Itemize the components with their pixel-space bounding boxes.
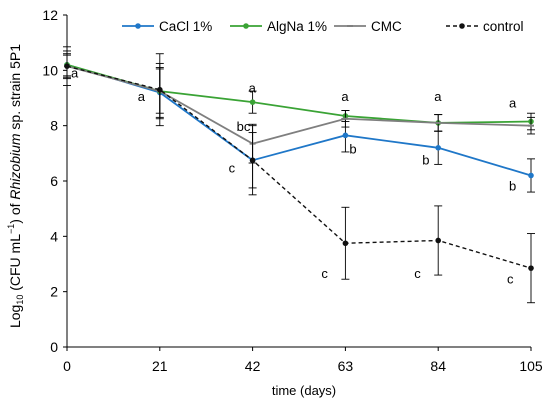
series-algna-1-	[63, 53, 535, 132]
legend-label: control	[483, 19, 524, 34]
y-axis-title-mid-sup: −1	[6, 224, 16, 234]
data-point	[435, 237, 442, 244]
significance-label: a	[341, 89, 349, 104]
series-line	[66, 63, 532, 177]
legend-entry: control	[446, 19, 524, 34]
legend-swatch-marker	[135, 23, 141, 29]
data-point	[342, 132, 349, 139]
x-tick-label: 105	[519, 358, 543, 374]
data-point	[528, 172, 534, 179]
significance-label: a	[249, 80, 257, 95]
significance-label: bc	[237, 119, 251, 134]
legend-swatch-marker	[243, 23, 249, 29]
significance-label: c	[229, 161, 236, 176]
y-tick-label: 8	[50, 118, 58, 134]
y-axis-title-italic: Rhizobium	[7, 133, 23, 199]
data-point	[249, 157, 256, 164]
series-line	[66, 65, 532, 145]
y-axis-title: Log10 (CFU mL−1) of Rhizobium sp. strain…	[6, 44, 25, 328]
legend-swatch-marker	[459, 23, 465, 29]
significance-label: c	[414, 266, 421, 281]
y-axis-title-mid: (CFU mL	[7, 234, 23, 295]
series-layer	[63, 46, 535, 304]
data-point	[249, 99, 256, 105]
significance-label: b	[509, 179, 516, 194]
x-tick-label: 0	[63, 358, 71, 374]
legend: CaCl 1% AlgNa 1% CMC control	[122, 19, 524, 34]
legend-entry: AlgNa 1%	[230, 19, 327, 34]
y-axis-title-prefix: Log	[7, 305, 23, 328]
series-line	[66, 65, 532, 269]
significance-label: a	[71, 65, 79, 80]
significance-label: b	[422, 152, 429, 167]
y-tick-label: 6	[50, 173, 58, 189]
y-axis-title-suffix: sp. strain 5P1	[7, 44, 23, 134]
series-cacl-1-	[63, 50, 535, 193]
x-tick-label: 63	[338, 358, 354, 374]
y-axis-title-after-sup: ) of	[7, 200, 23, 224]
x-axis-title: time (days)	[272, 383, 336, 398]
data-point	[528, 265, 534, 271]
data-point	[157, 86, 163, 93]
axes: 0 2 4 6 8 10 12 0 21 42 63 84 105	[42, 7, 542, 374]
legend-entry: CaCl 1%	[122, 19, 212, 34]
significance-label: a	[138, 89, 146, 104]
series-control	[63, 46, 535, 304]
legend-label: CMC	[371, 19, 402, 34]
x-tick-label: 84	[430, 358, 446, 374]
data-point	[342, 240, 349, 247]
y-tick-label: 12	[42, 7, 58, 23]
y-tick-label: 10	[42, 62, 58, 78]
data-point	[435, 145, 442, 151]
y-tick-label: 2	[50, 284, 58, 300]
legend-label: AlgNa 1%	[267, 19, 327, 34]
y-tick-label: 0	[50, 339, 58, 355]
significance-label: a	[509, 96, 517, 111]
significance-label: c	[321, 266, 328, 281]
significance-label: c	[507, 271, 514, 286]
legend-entry: CMC	[334, 19, 402, 34]
y-tick-label: 4	[50, 228, 58, 244]
data-point	[64, 63, 70, 69]
y-axis-title-text: Log10 (CFU mL−1) of Rhizobium sp. strain…	[6, 44, 25, 328]
x-tick-label: 21	[152, 358, 168, 374]
significance-label: a	[434, 89, 442, 104]
series-line	[66, 63, 532, 124]
y-axis-title-prefix-sub: 10	[15, 295, 25, 305]
x-tick-label: 42	[245, 358, 261, 374]
legend-label: CaCl 1%	[159, 19, 212, 34]
significance-label: b	[349, 141, 356, 156]
